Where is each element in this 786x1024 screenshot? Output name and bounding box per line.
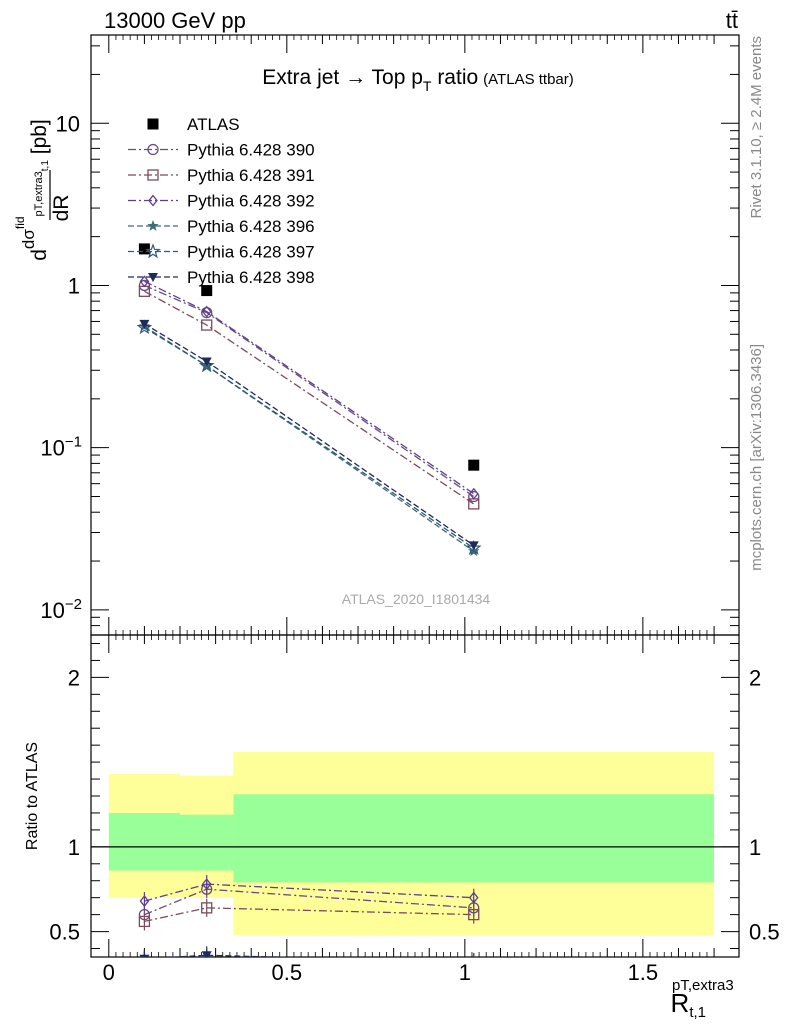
- legend: ATLAS Pythia 6.428 390 Pythia 6.428 391 Pyt…: [128, 115, 315, 287]
- chart-title-sub: T: [423, 78, 432, 94]
- legend-marker-2: [147, 169, 159, 181]
- svg-text:ddσfidpT,extra3t,1 [pb]: ddσfidpT,extra3t,1 [pb]: [13, 119, 51, 261]
- legend-label-5: Pythia 6.428 397: [187, 243, 315, 262]
- axis-ticks: 10−2 10−1 1 10 0 0.5 1 1.5 0.5 0.5 1 1 2 2: [40, 35, 780, 985]
- chart-title-note: (ATLAS ttbar): [483, 71, 574, 88]
- main-ytick-label-2: 1: [68, 273, 80, 298]
- source-label: mcplots.cern.ch [arXiv:1306.3436]: [748, 344, 765, 571]
- main-point-1-0: [138, 279, 151, 292]
- main-point-3-1: [201, 305, 212, 318]
- legend-marker-5: [145, 243, 161, 259]
- ratio-uncertainty-bands: [108, 751, 715, 935]
- legend-label-4: Pythia 6.428 396: [187, 217, 315, 236]
- ratio-point-4-1: [198, 950, 215, 957]
- legend-label-2: Pythia 6.428 391: [187, 166, 315, 185]
- main-series-line-1: [144, 284, 475, 498]
- main-point-0-1: [201, 285, 213, 297]
- legend-marker-1: [147, 143, 159, 156]
- ratio-series-line-4: [144, 959, 473, 966]
- legend-marker-3: [148, 194, 158, 207]
- main-point-6-2: [468, 541, 479, 551]
- ratio-ytick-label-right-1: 1: [749, 835, 761, 860]
- band-inner-1: [180, 814, 234, 871]
- main-point-1-2: [468, 490, 480, 503]
- x-axis-label-sup: pT,extra3: [672, 977, 734, 994]
- chart-title-tail: ratio: [431, 66, 478, 89]
- rivet-version-label: Rivet 3.1.10, ≥ 2.4M events: [748, 36, 765, 219]
- ratio-point-1-0: [138, 915, 151, 928]
- main-point-6-0: [139, 319, 150, 329]
- x-axis-label-main: R: [671, 988, 690, 1018]
- ratio-ytick-label-left-0: 0.5: [49, 920, 80, 945]
- main-series-line-4: [144, 325, 475, 552]
- main-point-3-2: [468, 487, 479, 500]
- header-energy-label: 13000 GeV pp: [104, 8, 246, 33]
- ratio-point-2-2: [468, 891, 479, 904]
- x-axis-label-sub: t,1: [689, 1004, 706, 1021]
- main-series-line-5: [144, 327, 475, 549]
- main-point-0-2: [468, 459, 480, 471]
- ratio-point-5-0: [139, 954, 150, 957]
- legend-marker-4: [147, 220, 159, 231]
- header-process-label: tt̄: [726, 8, 738, 33]
- main-ylabel: ddσfidpT,extra3t,1 [pb] dR: [13, 119, 73, 261]
- ratio-series-line-3: [144, 959, 473, 966]
- legend-label-6: Pythia 6.428 398: [187, 268, 315, 287]
- main-point-3-0: [139, 275, 150, 288]
- legend-label-0: ATLAS: [187, 115, 240, 134]
- xtick-label-1: 0.5: [272, 960, 303, 985]
- main-ytick-label-3: 10: [56, 111, 80, 136]
- ratio-point-2-1: [201, 878, 212, 891]
- ratio-series-layer: [138, 875, 480, 966]
- ratio-ylabel: Ratio to ATLAS: [24, 742, 41, 850]
- ratio-point-5-1: [201, 951, 212, 957]
- chart-title-main: Extra jet → Top p: [262, 66, 423, 89]
- main-series-line-3: [144, 280, 475, 495]
- ratio-series-line-1: [144, 907, 474, 923]
- main-ytick-label-1: 10−1: [40, 434, 82, 461]
- legend-label-1: Pythia 6.428 390: [187, 141, 315, 160]
- ratio-point-1-1: [201, 902, 213, 914]
- legend-marker-0: [147, 118, 159, 130]
- main-series-layer: [136, 243, 482, 557]
- x-axis-label: Rt,1: [671, 988, 706, 1021]
- main-point-5-1: [198, 357, 215, 373]
- ratio-point-1-2: [468, 908, 480, 921]
- legend-label-3: Pythia 6.428 392: [187, 192, 315, 211]
- xtick-label-0: 0: [103, 960, 115, 985]
- xtick-label-3: 1.5: [628, 960, 659, 985]
- main-ytick-label-0: 10−2: [40, 596, 82, 623]
- main-point-0-0: [138, 243, 150, 255]
- ratio-series-line-5: [163, 954, 300, 957]
- main-series-line-2: [144, 290, 475, 505]
- ratio-point-2-0: [139, 895, 150, 908]
- xtick-label-2: 1: [459, 960, 471, 985]
- chart-title: Extra jet → Top pT ratio (ATLAS ttbar): [262, 66, 574, 94]
- ratio-ytick-label-left-1: 1: [68, 835, 80, 860]
- analysis-watermark: ATLAS_2020_I1801434: [342, 591, 491, 607]
- main-point-5-0: [136, 319, 153, 335]
- legend-marker-6: [148, 273, 158, 282]
- band-inner-0: [108, 812, 181, 871]
- svg-text:dR: dR: [50, 195, 73, 222]
- ratio-ytick-label-left-2: 2: [68, 665, 80, 690]
- main-point-6-1: [201, 357, 212, 367]
- ratio-ytick-label-right-2: 2: [749, 665, 761, 690]
- main-point-2-1: [201, 319, 213, 331]
- main-point-5-2: [465, 539, 482, 555]
- band-inner-2: [233, 794, 715, 883]
- ratio-ytick-label-right-0: 0.5: [749, 920, 780, 945]
